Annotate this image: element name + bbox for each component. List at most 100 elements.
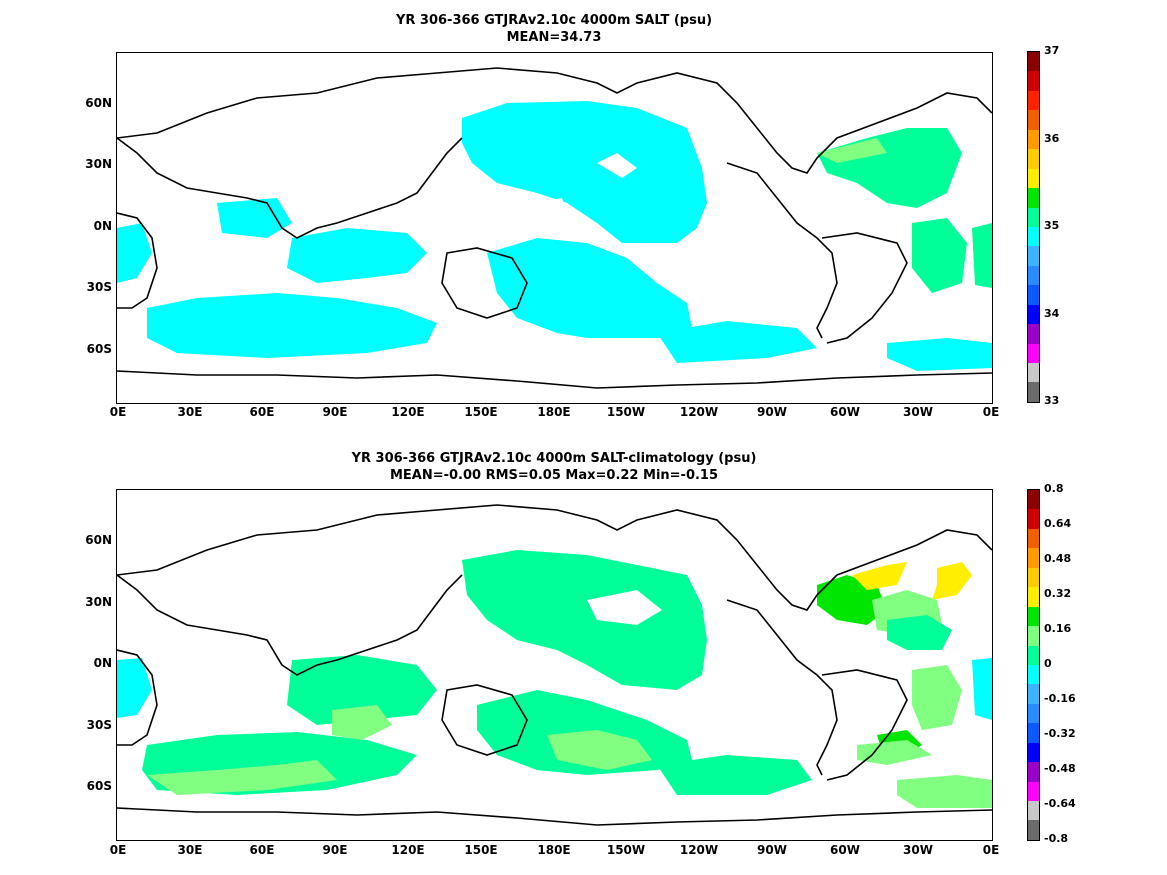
colorbar-swatch [1028,168,1039,189]
panel1-ylabel-0n: 0N [93,219,112,233]
colorbar-swatch [1028,548,1039,568]
coast-australia [441,247,528,319]
coast2-australia [441,684,528,756]
colorbar-swatch [1028,703,1039,724]
salt-east-indian-cyan [217,198,292,238]
panel1-map [116,52,993,404]
colorbar-swatch [1028,382,1039,402]
salt-atlantic-green-patch [817,138,887,163]
panel1-xlabel-90e: 90E [322,405,348,419]
colorbar-swatch [1028,285,1039,305]
anom-north-pacific-teal [462,550,707,690]
coast2-eurasia [117,504,992,611]
panel1-title: YR 306-366 GTJRAv2.10c 4000m SALT (psu) … [116,12,992,46]
panel2-ylabel-30s: 30S [86,718,112,732]
colorbar-swatch [1028,820,1039,840]
coast2-asia-south [117,574,463,676]
panel2-map-svg [117,504,992,826]
colorbar-swatch [1028,723,1039,743]
panel2-xlabel-0e: 0E [109,843,127,857]
anom-south-pacific-light [547,730,652,770]
panel1-xlabel-0e: 0E [109,405,127,419]
panel2-xlabel-120w: 120W [679,843,719,857]
panel2-xlabel-150e: 150E [464,843,498,857]
anom-atlantic-light-2 [912,665,962,730]
panel2-xlabel-180e: 180E [537,843,571,857]
salt-north-pacific-cyan [462,101,707,243]
colorbar-swatch [1028,664,1039,685]
panel1-ylabel-60s: 60S [86,342,112,356]
colorbar-swatch [1028,363,1039,383]
colorbar-label: 33 [1044,394,1060,407]
anom-southern-atlantic-light [897,775,992,808]
panel1-colorbar [1027,51,1040,403]
colorbar-swatch [1028,626,1039,646]
anom-southern-pacific-teal [657,755,812,795]
salt-atlantic-green-east [972,223,992,288]
anom-atlantic-yellow-1 [852,562,907,590]
panel1-xlabel-180e: 180E [537,405,571,419]
colorbar-swatch [1028,343,1039,363]
colorbar-swatch [1028,606,1039,627]
panel2-xlabel-30e: 30E [177,843,203,857]
colorbar-swatch [1028,801,1039,821]
anom-south-atlantic-light [857,740,932,765]
colorbar-swatch [1028,149,1039,169]
coast-asia-south [117,137,463,239]
panel2-xlabel-90e: 90E [322,843,348,857]
panel1-map-svg [117,67,992,389]
salt-southern-atlantic-cyan [887,338,992,371]
panel1-title-line1: YR 306-366 GTJRAv2.10c 4000m SALT (psu) [395,13,713,28]
colorbar-label: 34 [1044,306,1060,320]
panel1-ylabel-60n: 60N [85,96,112,110]
colorbar-label: 35 [1044,219,1060,232]
colorbar-label: 0.32 [1044,587,1072,600]
panel2-xlabel-30w: 30W [903,843,933,857]
anom-indian-light [332,705,392,740]
colorbar-swatch [1028,304,1039,325]
colorbar-label: 36 [1044,131,1060,145]
colorbar-label: 0.8 [1044,482,1064,495]
panel1-ylabel-30n: 30N [85,157,112,171]
salt-white-hole-2 [537,198,567,218]
colorbar-label: -0.16 [1044,692,1076,705]
coast2-americas [726,599,838,776]
panel2-xlabel-60w: 60W [830,843,860,857]
anom-white-hole-1 [587,590,662,625]
coast-eurasia [117,67,992,174]
coast2-africa [117,649,158,746]
panel2-ylabel-0n: 0N [93,656,112,670]
panel2-title-line1: YR 306-366 GTJRAv2.10c 4000m SALT-climat… [351,451,757,466]
salt-south-pacific-cyan [487,238,692,338]
panel1-xlabel-120e: 120E [391,405,425,419]
colorbar-swatch [1028,188,1039,208]
colorbar-label: -0.8 [1044,832,1069,845]
salt-white-hole-1 [597,153,637,178]
salt-atlantic-green-south [912,218,967,293]
salt-south-indian-cyan [147,293,437,358]
colorbar-label: 0.48 [1044,552,1072,565]
panel2-anomaly-field [117,550,992,808]
panel1-xlabel-120w: 120W [679,405,719,419]
coast2-south-america-east [821,669,908,781]
panel1-salt-field [117,101,992,371]
colorbar-label: 0 [1044,657,1052,670]
colorbar-swatch [1028,567,1039,588]
coast-americas [726,162,838,339]
panel2-colorbar [1027,489,1040,841]
panel1-xlabel-30e: 30E [177,405,203,419]
panel2-xlabel-90w: 90W [757,843,787,857]
panel1-xlabel-150w: 150W [606,405,646,419]
colorbar-label: 0.16 [1044,622,1072,635]
colorbar-swatch [1028,246,1039,266]
colorbar-swatch [1028,71,1039,91]
panel1-xlabel-150e: 150E [464,405,498,419]
colorbar-swatch [1028,684,1039,704]
panel1-xlabel-60w: 60W [830,405,860,419]
colorbar-swatch [1028,129,1039,150]
panel1-title-line2: MEAN=34.73 [506,30,602,45]
colorbar-swatch [1028,207,1039,227]
panel2-title-line2: MEAN=-0.00 RMS=0.05 Max=0.22 Min=-0.15 [389,468,719,483]
anom-atlantic-teal-3 [887,615,952,650]
colorbar-swatch [1028,528,1039,549]
